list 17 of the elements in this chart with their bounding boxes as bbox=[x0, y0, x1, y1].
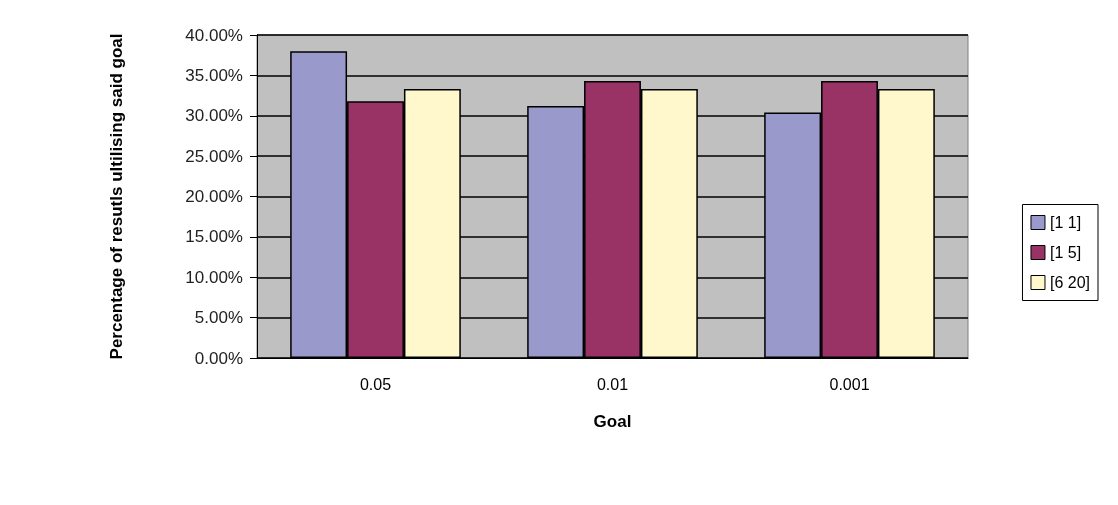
legend-label: [6 20] bbox=[1049, 274, 1090, 291]
y-tick-label: 40.00% bbox=[185, 25, 243, 45]
x-tick-label: 0.01 bbox=[596, 375, 629, 393]
y-tick-label: 0.00% bbox=[194, 348, 243, 368]
y-tick-label: 35.00% bbox=[185, 65, 243, 85]
y-tick-label: 20.00% bbox=[185, 187, 243, 206]
legend-label: [1 1] bbox=[1049, 214, 1082, 231]
x-tick-label: 0.001 bbox=[829, 375, 870, 393]
y-tick-label: 15.00% bbox=[185, 227, 243, 247]
y-tick-label: 30.00% bbox=[185, 106, 243, 126]
x-axis-title: Goal bbox=[593, 412, 632, 431]
legend-label: [1 5] bbox=[1049, 244, 1082, 261]
y-tick-label: 10.00% bbox=[185, 267, 243, 287]
y-axis-title: Percentage of resutls ultilising said goal bbox=[106, 33, 126, 360]
y-tick-label: 5.00% bbox=[194, 308, 243, 328]
x-tick-label: 0.05 bbox=[359, 375, 392, 393]
y-tick-label: 25.00% bbox=[185, 146, 243, 166]
